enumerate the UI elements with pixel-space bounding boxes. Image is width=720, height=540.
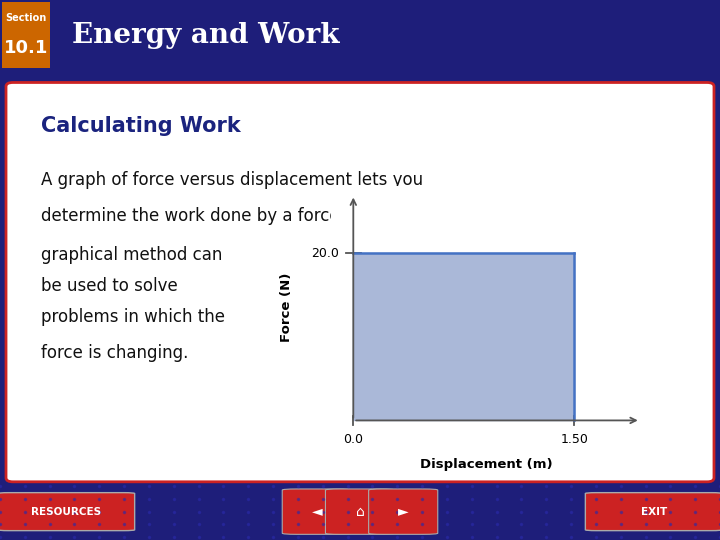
- Text: force is changing.: force is changing.: [41, 343, 188, 362]
- Text: problems in which the: problems in which the: [41, 308, 225, 326]
- Text: Energy and Work: Energy and Work: [72, 22, 340, 49]
- Text: EXIT: EXIT: [641, 507, 667, 517]
- Text: graphical method can: graphical method can: [41, 246, 222, 264]
- Text: 0.0: 0.0: [343, 433, 364, 446]
- FancyBboxPatch shape: [282, 489, 351, 535]
- Text: ◄: ◄: [312, 505, 322, 518]
- FancyBboxPatch shape: [2, 2, 50, 68]
- Text: 20.0: 20.0: [311, 247, 338, 260]
- Text: 1.50: 1.50: [560, 433, 588, 446]
- Text: ►: ►: [398, 505, 408, 518]
- Text: Section: Section: [5, 13, 47, 23]
- FancyBboxPatch shape: [0, 492, 135, 531]
- Text: determine the work done by a force. This: determine the work done by a force. This: [41, 207, 384, 225]
- Text: be used to solve: be used to solve: [41, 277, 177, 295]
- FancyBboxPatch shape: [369, 489, 438, 535]
- Text: 10.1: 10.1: [4, 39, 48, 57]
- FancyBboxPatch shape: [325, 489, 395, 535]
- Text: Force (N): Force (N): [281, 273, 294, 342]
- Text: Displacement (m): Displacement (m): [420, 458, 552, 471]
- Text: ⌂: ⌂: [356, 505, 364, 518]
- FancyBboxPatch shape: [585, 492, 720, 531]
- FancyBboxPatch shape: [6, 83, 714, 482]
- Text: RESOURCES: RESOURCES: [31, 507, 102, 517]
- Text: A graph of force versus displacement lets you: A graph of force versus displacement let…: [41, 171, 423, 190]
- Text: Calculating Work: Calculating Work: [41, 116, 240, 136]
